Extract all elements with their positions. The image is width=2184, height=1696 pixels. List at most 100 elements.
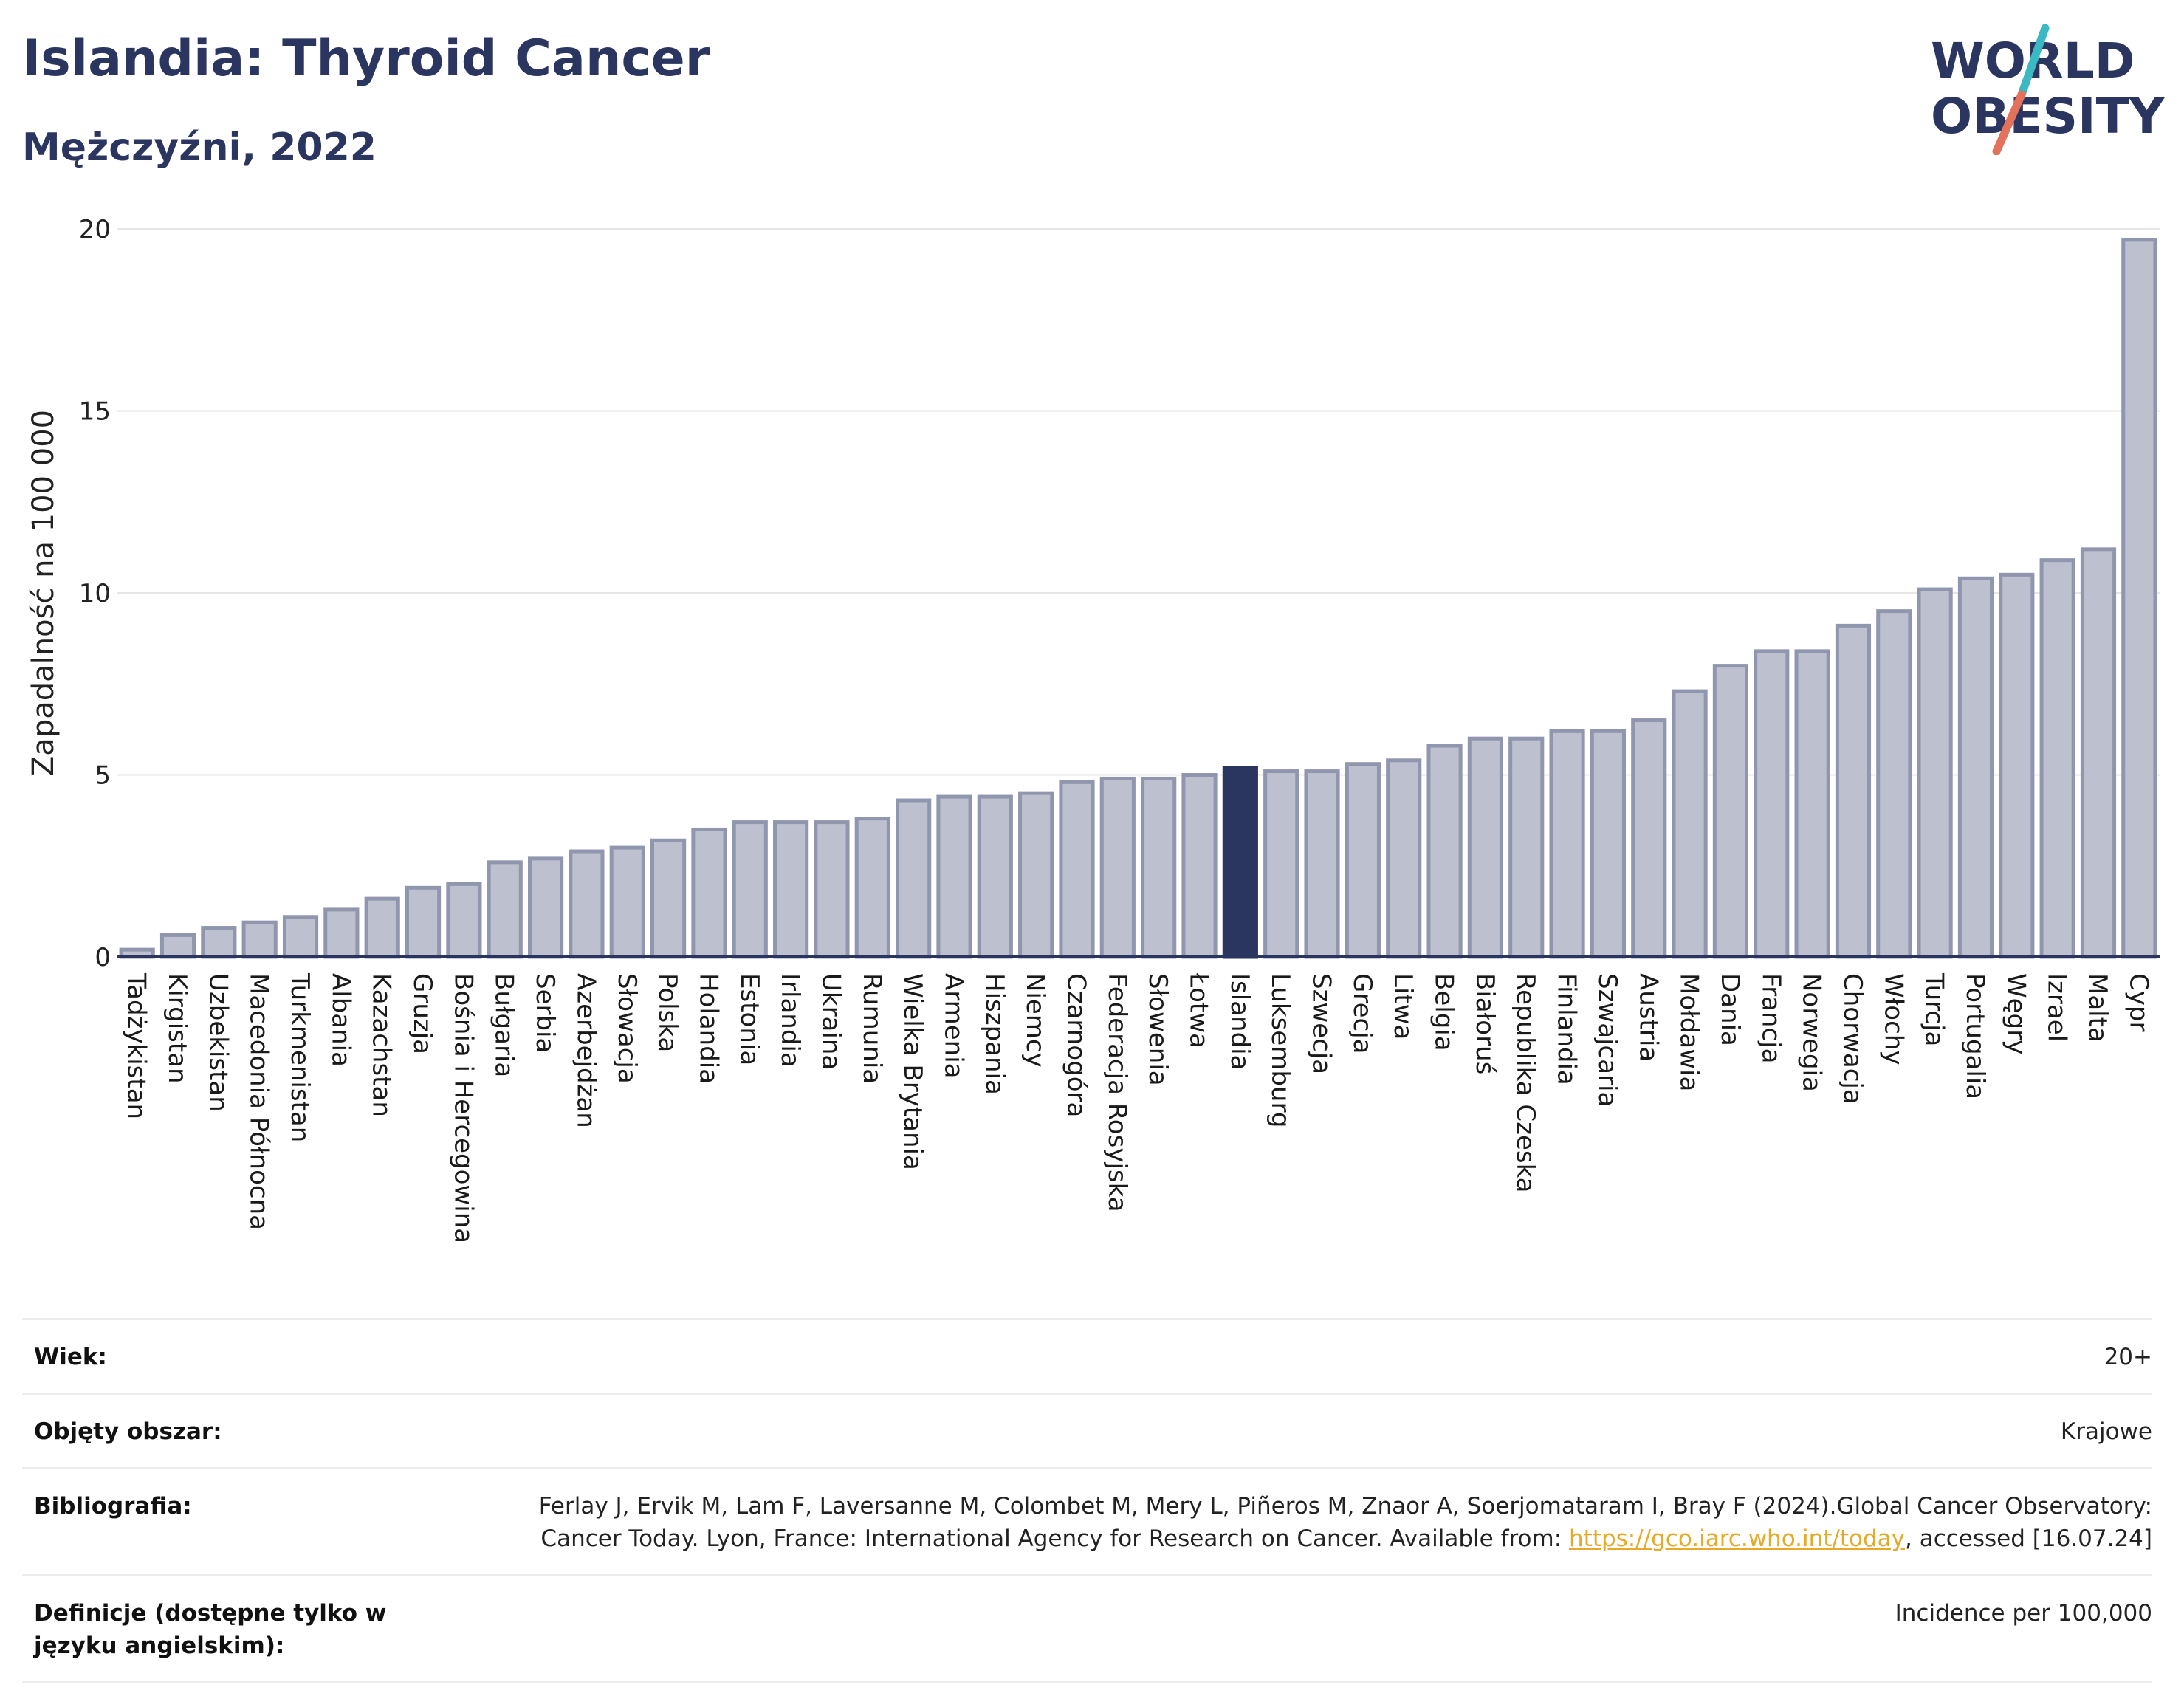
x-tick-label: Islandia	[1225, 973, 1254, 1070]
bar	[896, 798, 932, 959]
definitions-value: Incidence per 100,000	[1895, 1600, 2152, 1627]
x-tick-label: Węgry	[2001, 973, 2030, 1054]
bars	[119, 238, 2157, 959]
x-tick-label: Malta	[2083, 973, 2112, 1043]
bibliography-link[interactable]: https://gco.iarc.who.int/today	[1569, 1525, 1905, 1552]
x-tick-label: Czarnogóra	[1061, 973, 1091, 1117]
bar	[691, 827, 727, 959]
y-tick-labels: 0 5 10 15 20	[79, 215, 111, 972]
bar	[201, 926, 237, 959]
bar	[1917, 587, 1953, 959]
bar	[1508, 736, 1545, 959]
x-tick-label: Słowacja	[612, 973, 642, 1084]
bar	[1712, 664, 1749, 959]
bibliography-label: Bibliografia:	[34, 1493, 192, 1520]
x-tick-label: Serbia	[530, 973, 560, 1053]
bar	[1263, 769, 1299, 959]
bar	[732, 820, 768, 959]
x-tick-label: Wielka Brytania	[898, 973, 927, 1170]
x-tick-label: Turkmenistan	[285, 972, 315, 1142]
metadata-table: Wiek: 20+ Objęty obszar: Krajowe Bibliog…	[22, 1318, 2152, 1683]
meta-row-coverage: Objęty obszar: Krajowe	[22, 1393, 2152, 1467]
x-tick-label: Bośnia i Hercegowina	[448, 973, 478, 1243]
x-tick-label: Republika Czeska	[1511, 973, 1540, 1193]
x-tick-label: Białoruś	[1470, 973, 1500, 1074]
bar	[282, 915, 319, 959]
x-tick-label: Niemcy	[1020, 973, 1050, 1068]
bar	[364, 896, 400, 959]
x-tick-label: Kirgistan	[162, 973, 192, 1084]
bar	[159, 933, 196, 959]
bar	[609, 845, 645, 959]
x-tick-label: Szwajcaria	[1593, 973, 1622, 1107]
x-tick-label: Finlandia	[1552, 973, 1582, 1085]
y-tick-label: 20	[79, 215, 111, 244]
x-tick-label: Portugalia	[1960, 973, 1990, 1099]
x-tick-label: Macedonia Północna	[244, 973, 274, 1230]
bar	[1631, 718, 1667, 959]
bar	[854, 817, 890, 959]
bar	[1345, 762, 1381, 959]
bar	[1835, 623, 1872, 959]
bar	[1426, 744, 1463, 959]
bar	[1794, 649, 1830, 959]
x-tick-label: Armenia	[938, 973, 968, 1079]
y-axis-label: Zapadalność na 100 000	[27, 410, 61, 776]
x-tick-label: Polska	[653, 973, 682, 1052]
x-tick-label: Szwecja	[1307, 973, 1336, 1074]
x-tick-label: Uzbekistan	[203, 973, 233, 1112]
x-tick-label: Tadżykistan	[122, 972, 151, 1119]
x-tick-label: Grecja	[1347, 973, 1377, 1054]
logo-slash-top	[2017, 24, 2050, 99]
x-tick-label: Hiszpania	[980, 973, 1009, 1095]
bar	[569, 849, 605, 959]
bar	[1754, 649, 1790, 959]
page-title: Islandia: Thyroid Cancer	[22, 30, 710, 88]
bar	[977, 794, 1013, 959]
y-tick-label: 15	[79, 397, 111, 427]
x-tick-label: Łotwa	[1184, 972, 1214, 1048]
x-tick-label: Azerbejdżan	[571, 973, 600, 1128]
x-tick-label: Cypr	[2123, 973, 2153, 1031]
bar	[2121, 238, 2157, 959]
x-tick-label: Turcja	[1920, 972, 1949, 1046]
bar	[1181, 773, 1218, 959]
logo-slash-bottom	[1992, 90, 2026, 155]
bar	[527, 856, 564, 959]
bar	[1957, 576, 1994, 959]
y-tick-label: 0	[95, 943, 111, 972]
bibliography-suffix: , accessed [16.07.24]	[1904, 1525, 2152, 1552]
bar	[814, 820, 850, 959]
x-tick-label: Chorwacja	[1838, 973, 1867, 1105]
bar	[487, 860, 523, 959]
x-tick-label: Albania	[326, 973, 355, 1067]
x-tick-label: Federacja Rosyjska	[1102, 973, 1132, 1212]
bar	[1018, 791, 1054, 959]
bar	[650, 838, 687, 959]
bar-highlight	[1222, 766, 1258, 959]
x-tick-label: Słowenia	[1143, 973, 1172, 1086]
bar	[1467, 736, 1503, 959]
bar	[323, 907, 360, 959]
x-tick-label: Estonia	[735, 973, 764, 1065]
bar	[1099, 776, 1136, 959]
x-tick-label: Belgia	[1429, 973, 1459, 1051]
bar	[1549, 729, 1585, 959]
y-tick-label: 10	[79, 579, 111, 608]
bar	[2039, 558, 2075, 959]
x-tick-label: Bułgaria	[490, 973, 519, 1077]
bar	[1876, 609, 1912, 959]
x-tick-label: Norwegia	[1797, 973, 1827, 1092]
world-obesity-logo: WORLD OBESITY	[1931, 24, 2166, 155]
bar	[2080, 547, 2117, 959]
x-tick-label: Dania	[1715, 973, 1745, 1046]
x-tick-label: Kazachstan	[367, 973, 396, 1117]
x-tick-label: Włochy	[1878, 973, 1908, 1065]
x-tick-label: Mołdawia	[1675, 973, 1704, 1091]
x-tick-label: Luksemburg	[1266, 973, 1295, 1127]
bar	[936, 794, 972, 959]
bar	[446, 882, 482, 959]
meta-row-definitions: Definicje (dostępne tylko w języku angie…	[22, 1574, 2152, 1683]
bibliography-value: Ferlay J, Ervik M, Lam F, Laversanne M, …	[484, 1490, 2152, 1555]
bar	[1059, 780, 1095, 959]
